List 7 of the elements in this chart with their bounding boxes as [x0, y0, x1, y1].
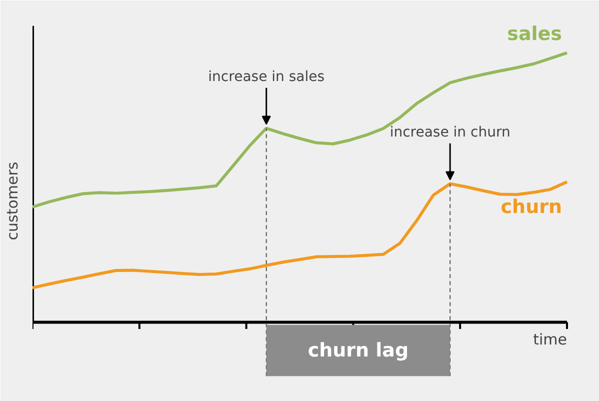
annotation: increase in sales — [208, 69, 325, 86]
series-label: churn — [500, 196, 562, 218]
y-axis-title: customers — [4, 162, 22, 240]
text: churn lag — [308, 340, 409, 362]
annotation: increase in churn — [390, 124, 510, 141]
x-axis-title: time — [533, 330, 567, 348]
series-label: sales — [507, 22, 562, 45]
